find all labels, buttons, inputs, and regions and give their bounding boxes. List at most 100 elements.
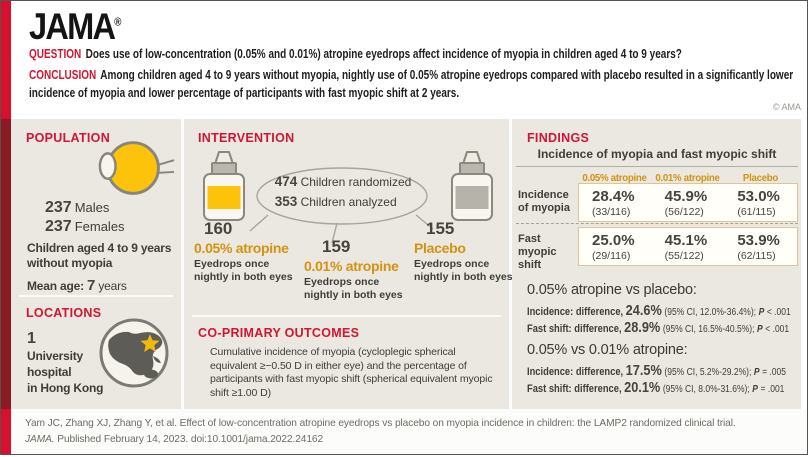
comparison-heading-1: 0.05% atropine vs placebo:: [527, 282, 697, 298]
cell-percent: 25.0%: [592, 232, 635, 249]
table-cell: 45.9% (56/122): [652, 184, 725, 221]
stat-p-label: P: [752, 384, 758, 395]
table-caption: Incidence of myopia and fast myopic shif…: [516, 147, 798, 167]
stat-line: Incidence: difference, 24.6% (95% CI, 12…: [527, 303, 791, 318]
mean-age-value: 7: [87, 277, 96, 294]
journal-name: JAMA.: [25, 432, 55, 445]
citation-line-1: Yam JC, Zhang XJ, Zhang Y, et al. Effect…: [25, 417, 736, 429]
table-cell: 53.0% (61/115): [724, 184, 797, 221]
question-line: QUESTION Does use of low-concentration (…: [29, 46, 807, 63]
stat-p-label: P: [758, 307, 765, 318]
males-label: Males: [74, 200, 110, 215]
cell-fraction: (61/115): [737, 206, 776, 218]
mean-age-unit: years: [98, 279, 127, 293]
stat-p-value: = .005: [762, 367, 786, 378]
row-label-line: of myopia: [518, 202, 570, 215]
locations-title: LOCATIONS: [26, 306, 102, 320]
group-description: Eyedrops once nightly in both eyes: [304, 276, 403, 301]
column-header-005-atropine: 0.05% atropine: [582, 172, 647, 184]
cell-percent: 45.9%: [664, 188, 708, 205]
stat-p-label: P: [753, 367, 760, 378]
table-cell: 45.1% (55/122): [652, 228, 725, 265]
intervention-title: INTERVENTION: [198, 131, 295, 145]
conclusion-line: CONCLUSION Among children aged 4 to 9 ye…: [29, 67, 807, 102]
stat-line: Fast shift: difference, 28.9% (95% CI, 1…: [527, 320, 789, 335]
stat-value: 24.6%: [625, 302, 662, 319]
row-label-fast-shift: Fast myopic shift: [518, 233, 578, 273]
globe-icon: [99, 318, 169, 388]
panel-divider: [19, 295, 173, 297]
females-count-line: 237 Females: [45, 216, 125, 238]
row-label-line: shift: [518, 259, 542, 272]
row-label-line: Fast myopic: [518, 233, 557, 259]
table-row-incidence: 28.4% (33/116) 45.9% (56/122) 53.0% (61/…: [578, 183, 798, 222]
stat-ci: (95% CI, 16.5%-40.5%);: [662, 324, 755, 335]
stat-p-value: < .001: [766, 307, 791, 318]
group-name: 0.05% atropine: [194, 240, 289, 256]
stat-ci: (95% CI, 8.0%-31.6%);: [662, 384, 750, 395]
randomized-line: 474 Children randomized: [275, 172, 412, 192]
cell-fraction: (29/116): [592, 250, 631, 262]
cell-percent: 53.0%: [737, 188, 780, 205]
jama-logo: JAMA®: [29, 6, 121, 48]
analyzed-count: 353: [274, 193, 298, 209]
citation: Yam JC, Zhang XJ, Zhang Y, et al. Effect…: [25, 416, 736, 448]
ama-copyright: © AMA: [772, 102, 801, 112]
stat-label: Incidence: difference,: [527, 306, 624, 318]
conclusion-label: CONCLUSION: [29, 68, 97, 82]
randomized-count: 474: [274, 174, 298, 189]
stat-line: Incidence: difference, 17.5% (95% CI, 5.…: [527, 363, 786, 378]
analyzed-label: Children analyzed: [300, 194, 397, 209]
location-line-3: in Hong Kong: [27, 381, 104, 395]
eye-icon: [98, 141, 175, 195]
females-count: 237: [45, 218, 72, 235]
findings-title: FINDINGS: [527, 131, 590, 145]
header: JAMA® QUESTION Does use of low-concentra…: [11, 1, 807, 119]
cell-fraction: (62/115): [737, 250, 776, 262]
table-cell: 53.9% (62/115): [724, 228, 797, 265]
footer: Yam JC, Zhang XJ, Zhang Y, et al. Effect…: [11, 409, 807, 454]
cell-percent: 45.1%: [664, 232, 708, 249]
comparison-heading-2: 0.05% vs 0.01% atropine:: [527, 342, 688, 358]
population-title: POPULATION: [26, 131, 111, 145]
population-locations-panel: POPULATION 237 Males 237 Females Children …: [11, 119, 181, 409]
column-header-001-atropine: 0.01% atropine: [655, 172, 720, 184]
citation-line-2: JAMA. Published February 14, 2023. doi:1…: [25, 432, 736, 448]
group-n: 155: [426, 219, 455, 238]
group-name: 0.01% atropine: [304, 258, 399, 274]
outcomes-text: Cumulative incidence of myopia (cyclople…: [210, 346, 493, 399]
males-count-line: 237 Males: [45, 197, 109, 219]
cell-percent: 53.9%: [737, 232, 780, 249]
cell-fraction: (33/116): [592, 206, 631, 218]
stat-p-label: P: [757, 324, 763, 335]
stat-value: 20.1%: [624, 379, 661, 396]
population-description: Children aged 4 to 9 years without myopi…: [27, 241, 172, 270]
females-label: Females: [74, 219, 125, 234]
group-placebo: 155 Placebo Eyedrops once nightly in bot…: [414, 219, 524, 283]
row-label-line: Incidence: [518, 189, 569, 201]
registered-mark: ®: [114, 16, 122, 29]
outcomes-title: CO-PRIMARY OUTCOMES: [198, 326, 360, 340]
locations-count: 1: [27, 330, 36, 347]
cell-fraction: (56/122): [664, 206, 704, 218]
stat-ci: (95% CI, 5.2%-29.2%);: [664, 367, 752, 378]
row-divider-dashed: [516, 223, 798, 224]
table-row-fast-shift: 25.0% (29/116) 45.1% (55/122) 53.9% (62/…: [578, 227, 798, 266]
dropper-bottle-atropine-icon: [203, 151, 245, 221]
group-description: Eyedrops once nightly in both eyes: [414, 258, 513, 283]
group-name: Placebo: [414, 240, 466, 256]
mean-age-label: Mean age:: [27, 279, 84, 293]
location-line-2: hospital: [27, 365, 72, 379]
conclusion-text: Among children aged 4 to 9 years without…: [29, 68, 794, 100]
mean-age-line: Mean age: 7 years: [27, 277, 127, 296]
stat-label: Fast shift: difference,: [527, 383, 622, 395]
panel-divider: [192, 315, 501, 317]
randomization-ellipse: [249, 167, 434, 244]
stat-value: 17.5%: [625, 362, 662, 379]
analyzed-line: 353 Children analyzed: [275, 192, 412, 212]
table-cell: 28.4% (33/116): [579, 184, 652, 221]
group-atropine-005: 160 0.05% atropine Eyedrops once nightly…: [194, 219, 304, 283]
table-cell: 25.0% (29/116): [579, 228, 652, 265]
citation-line-2-rest: Published February 14, 2023. doi:10.1001…: [54, 432, 324, 445]
